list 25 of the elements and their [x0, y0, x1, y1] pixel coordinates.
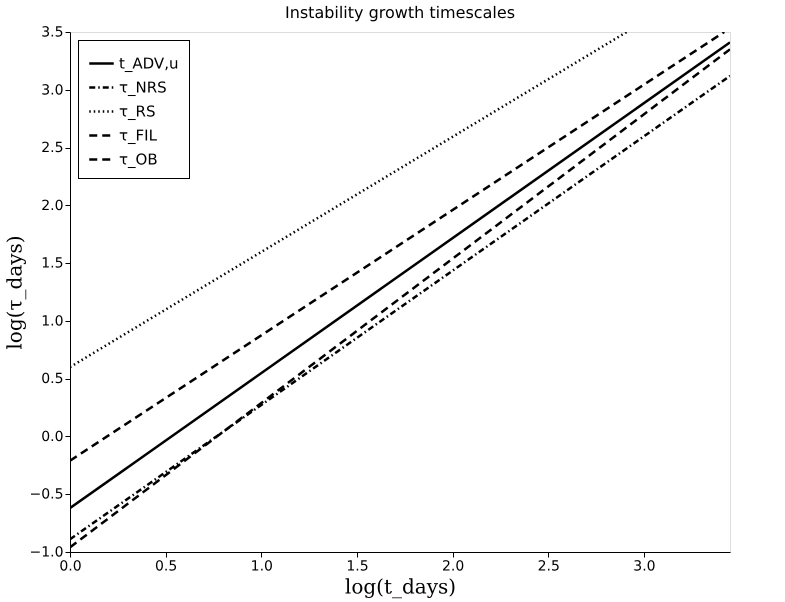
x-axis-title: log(t_days): [344, 574, 456, 598]
legend-label: τ_OB: [119, 150, 158, 168]
legend-label: t_ADV,u: [119, 54, 178, 72]
chart-title: Instability growth timescales: [284, 3, 516, 22]
y-tick-label: −0.5: [30, 486, 64, 503]
x-tick-label: 1.0: [250, 558, 273, 574]
y-tick-label: 0.5: [41, 371, 64, 388]
y-tick-label: 1.5: [41, 256, 64, 272]
y-tick-label: 2.0: [41, 198, 64, 214]
x-tick-label: 2.0: [442, 558, 464, 574]
y-tick-label: 3.5: [41, 24, 64, 40]
y-tick-label: −1.0: [30, 544, 64, 560]
x-tick-label: 0.5: [155, 558, 178, 574]
legend-label: τ_RS: [119, 102, 156, 120]
legend-label: τ_FIL: [119, 126, 158, 144]
y-tick-label: 3.0: [41, 82, 64, 98]
x-tick-label: 0.0: [59, 558, 82, 574]
legend-label: τ_NRS: [119, 78, 167, 96]
y-tick-label: 1.0: [41, 313, 64, 330]
y-tick-label: 0.0: [41, 428, 64, 445]
y-axis-title: log(τ_days): [2, 235, 27, 350]
x-tick-label: 2.5: [538, 558, 560, 574]
x-tick-label: 1.5: [346, 558, 369, 574]
x-tick-label: 3.0: [633, 558, 656, 574]
y-tick-label: 2.5: [41, 140, 64, 156]
